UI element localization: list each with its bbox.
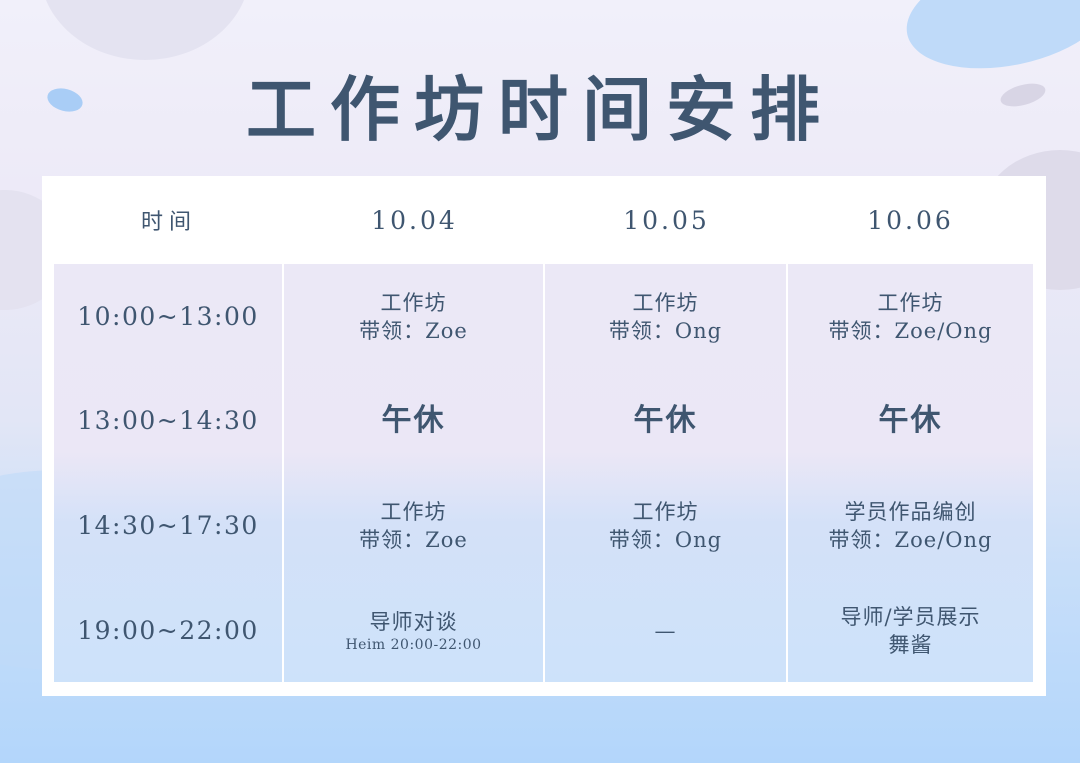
header-date-1006: 10.06 bbox=[867, 205, 954, 235]
session-leader: 带领：Ong bbox=[608, 318, 723, 343]
empty-dash: — bbox=[654, 618, 677, 643]
header-date-1004: 10.04 bbox=[371, 205, 458, 235]
page-title: 工作坊时间安排 bbox=[246, 69, 834, 151]
lunch-break-cell: 午休 bbox=[284, 369, 545, 473]
session-cell: 导师对谈 Heim 20:00-22:00 bbox=[284, 579, 545, 682]
time-slot: 19:00~22:00 bbox=[54, 579, 284, 682]
session-title: 导师/学员展示 bbox=[840, 604, 981, 629]
lunch-break-cell: 午休 bbox=[878, 403, 943, 438]
session-title: 工作坊 bbox=[877, 290, 944, 315]
session-title: 学员作品编创 bbox=[844, 500, 977, 524]
schedule-table: 时间 10.04 10.05 10.06 10:00~13:00 工作坊 带领：… bbox=[42, 176, 1046, 696]
time-slot: 13:00~14:30 bbox=[54, 369, 284, 473]
session-title: 工作坊 bbox=[380, 500, 447, 524]
session-detail: Heim 20:00-22:00 bbox=[345, 636, 482, 653]
empty-session-cell: — bbox=[545, 579, 788, 682]
lunch-break-cell: 午休 bbox=[545, 369, 788, 473]
schedule-grid: 10:00~13:00 工作坊 带领：Zoe 工作坊 带领：Ong 工作坊 带领… bbox=[54, 264, 1033, 682]
session-title: 工作坊 bbox=[632, 500, 699, 524]
session-leader: 带领：Zoe bbox=[359, 528, 468, 552]
session-leader: 带领：Zoe bbox=[359, 318, 468, 343]
header-date-1005: 10.05 bbox=[623, 205, 710, 235]
session-leader: 带领：Zoe/Ong bbox=[828, 318, 993, 343]
session-title: 导师对谈 bbox=[369, 609, 458, 634]
time-slot: 10:00~13:00 bbox=[54, 264, 284, 369]
session-cell: 工作坊 带领：Ong bbox=[545, 473, 788, 579]
session-leader: 带领：Zoe/Ong bbox=[828, 528, 993, 552]
header-time: 时间 bbox=[140, 210, 197, 235]
session-leader: 舞酱 bbox=[888, 632, 933, 657]
session-cell: 工作坊 带领：Zoe bbox=[284, 264, 545, 369]
session-cell: 导师/学员展示 舞酱 bbox=[788, 579, 1033, 682]
session-leader: 带领：Ong bbox=[608, 528, 723, 552]
session-cell: 工作坊 带领：Zoe/Ong bbox=[788, 264, 1033, 369]
session-cell: 工作坊 带领：Zoe bbox=[284, 473, 545, 579]
decor-blob bbox=[40, 0, 250, 60]
session-title: 工作坊 bbox=[632, 290, 699, 315]
time-slot: 14:30~17:30 bbox=[54, 473, 284, 579]
session-cell: 工作坊 带领：Ong bbox=[545, 264, 788, 369]
session-cell: 学员作品编创 带领：Zoe/Ong bbox=[788, 473, 1033, 579]
session-title: 工作坊 bbox=[380, 290, 447, 315]
